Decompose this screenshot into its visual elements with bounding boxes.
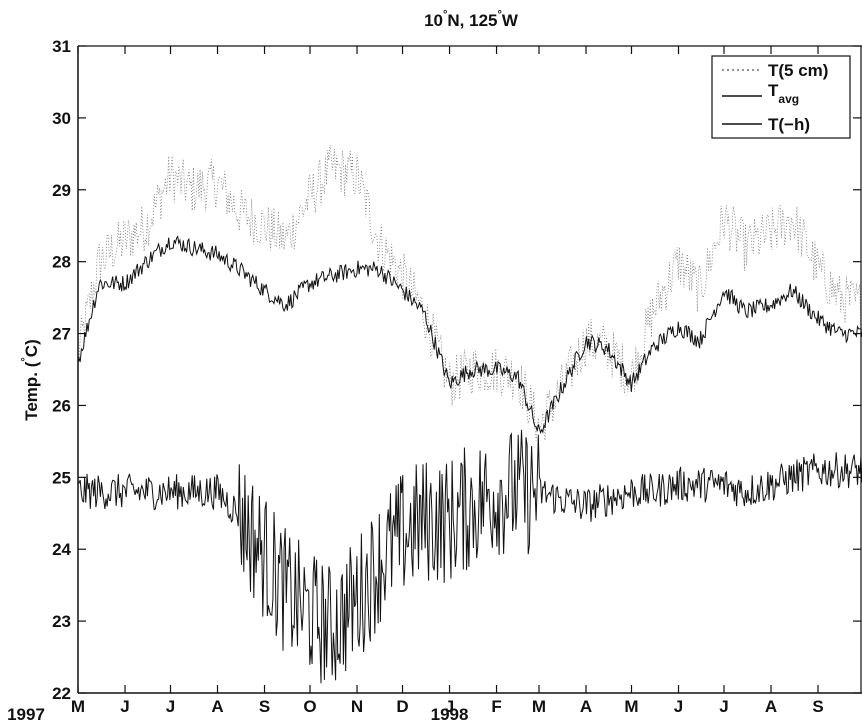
x-tick-label-16: S: [812, 697, 823, 716]
y-tick-label-26: 26: [52, 396, 71, 415]
data-point-s3-20: [538, 490, 541, 493]
x-tick-label-12: M: [624, 697, 638, 716]
x-tick-label-1: J: [120, 697, 129, 716]
legend-label-tavg: Tavg: [768, 81, 799, 106]
x-tick-label-7: D: [396, 697, 408, 716]
axes-layer: 22 23 24 25 26 27 28 29 30 31 M J J A S O N D J F M A M J J A S 199…: [7, 37, 862, 724]
year-label-1998: 1998: [431, 705, 469, 724]
chart-title: 10°N, 125°W: [424, 9, 519, 30]
x-tick-label-5: O: [303, 697, 316, 716]
x-tick-label-15: A: [765, 697, 777, 716]
series-layer: [77, 145, 862, 684]
y-tick-label-31: 31: [52, 37, 71, 56]
x-tick-label-2: J: [166, 697, 175, 716]
data-point-s1-27: [698, 289, 701, 292]
x-tick-label-8: J: [445, 697, 454, 716]
data-point-s1-7: [237, 210, 240, 213]
x-tick-label-3: A: [211, 697, 223, 716]
data-point-s1-10: [309, 196, 312, 199]
legend-label-th: T(−h): [768, 115, 810, 134]
x-tick-label-9: F: [491, 697, 501, 716]
data-point-s1-8: [263, 224, 266, 227]
data-point-s2-2: [124, 282, 127, 285]
year-label-1997: 1997: [7, 705, 45, 724]
x-tick-label-14: J: [719, 697, 728, 716]
data-point-s1-1: [98, 260, 101, 263]
y-tick-label-30: 30: [52, 109, 71, 128]
x-tick-label-4: S: [259, 697, 270, 716]
y-tick-label-27: 27: [52, 325, 71, 344]
y-axis-label: Temp. (°C): [20, 339, 41, 421]
legend-label-t5cm: T(5 cm): [768, 61, 828, 80]
y-tick-label-23: 23: [52, 612, 71, 631]
y-tick-label-22: 22: [52, 684, 71, 703]
series-line-2: [77, 235, 862, 435]
data-point-s1-32: [817, 267, 820, 270]
y-tick-label-28: 28: [52, 253, 71, 272]
data-point-s3-18: [495, 490, 498, 493]
data-point-s3-33: [838, 469, 841, 472]
x-tick-label-13: J: [674, 697, 683, 716]
x-tick-label-0: M: [71, 697, 85, 716]
x-tick-label-11: A: [580, 697, 592, 716]
data-point-s2-33: [838, 332, 841, 335]
y-tick-label-24: 24: [52, 540, 71, 559]
legend: T(5 cm) Tavg T(−h): [711, 55, 851, 139]
series-line-3: [77, 429, 862, 684]
series-line-1: [77, 145, 862, 441]
x-tick-label-6: N: [351, 697, 363, 716]
x-tick-label-10: M: [532, 697, 546, 716]
data-point-s1-6: [216, 181, 219, 184]
y-tick-label-25: 25: [52, 468, 71, 487]
data-point-s2-5: [190, 246, 193, 249]
y-tick-label-29: 29: [52, 181, 71, 200]
